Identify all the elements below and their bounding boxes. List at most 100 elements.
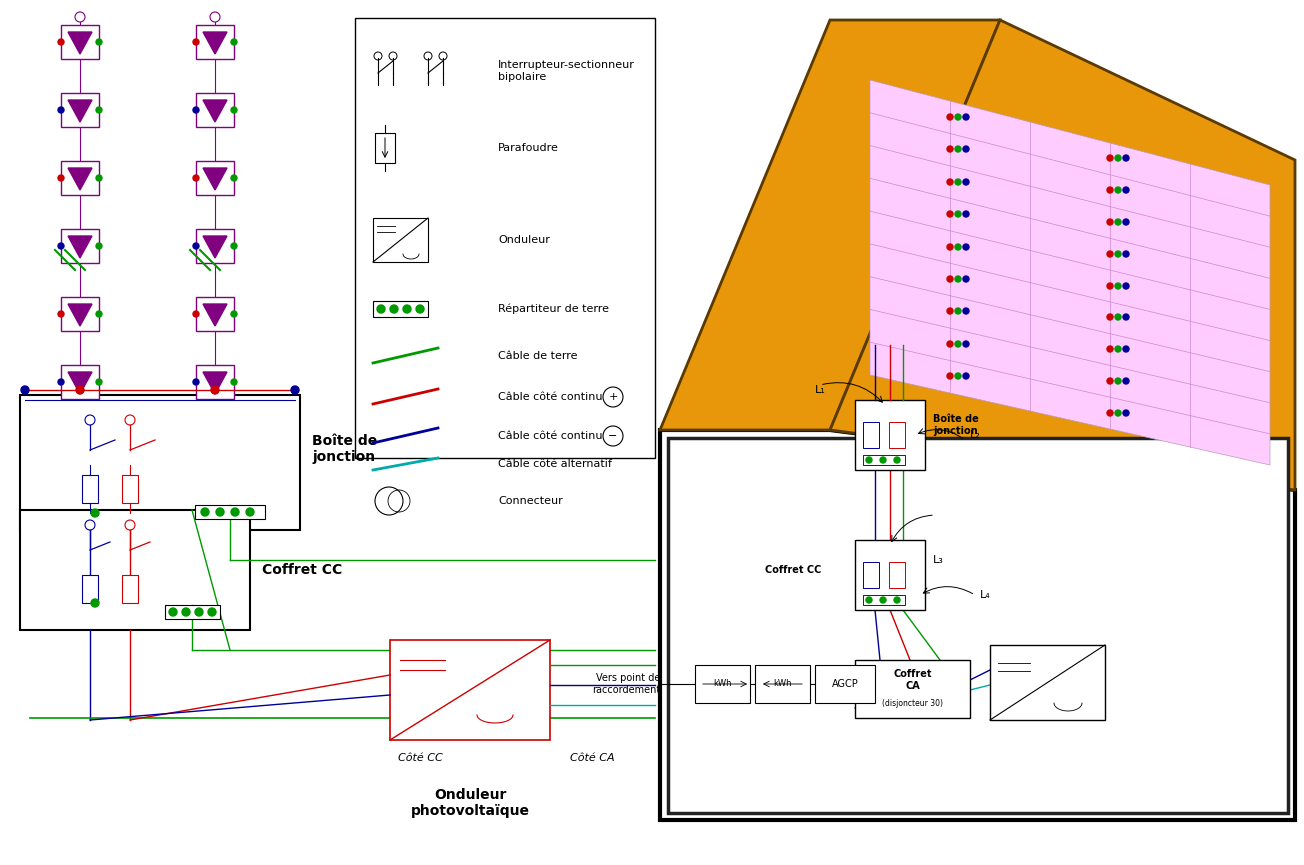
Bar <box>196 93 233 127</box>
Circle shape <box>955 276 961 282</box>
Circle shape <box>962 146 969 152</box>
Bar <box>82 575 98 603</box>
Circle shape <box>21 386 29 394</box>
Text: Coffret CC: Coffret CC <box>765 565 822 575</box>
Circle shape <box>1107 283 1114 289</box>
Polygon shape <box>203 372 227 394</box>
Bar <box>373 218 428 262</box>
Bar <box>855 400 925 470</box>
Circle shape <box>962 211 969 217</box>
Circle shape <box>231 379 237 385</box>
Bar <box>855 660 970 718</box>
Circle shape <box>947 341 953 347</box>
Bar <box>166 605 220 619</box>
Circle shape <box>211 386 219 394</box>
Circle shape <box>1123 410 1129 416</box>
Bar <box>863 562 879 588</box>
Circle shape <box>962 114 969 120</box>
Circle shape <box>955 341 961 347</box>
Circle shape <box>955 308 961 314</box>
Polygon shape <box>68 100 93 122</box>
Circle shape <box>1115 410 1121 416</box>
Circle shape <box>91 599 99 607</box>
Circle shape <box>193 379 200 385</box>
Circle shape <box>231 508 239 516</box>
Circle shape <box>231 311 237 317</box>
Circle shape <box>57 39 64 45</box>
Circle shape <box>403 305 411 313</box>
Circle shape <box>1115 378 1121 384</box>
Text: +: + <box>608 392 618 402</box>
Circle shape <box>390 305 398 313</box>
Circle shape <box>291 386 299 394</box>
Text: Répartiteur de terre: Répartiteur de terre <box>498 304 609 314</box>
Circle shape <box>962 276 969 282</box>
Circle shape <box>947 179 953 185</box>
Circle shape <box>962 373 969 379</box>
Text: Câble de terre: Câble de terre <box>498 351 578 361</box>
Polygon shape <box>660 20 1000 430</box>
Bar <box>695 665 750 703</box>
Bar <box>61 365 99 399</box>
Polygon shape <box>68 32 93 54</box>
Bar <box>61 229 99 263</box>
Bar <box>20 395 300 530</box>
Bar <box>373 301 428 317</box>
Circle shape <box>57 243 64 249</box>
Circle shape <box>1115 283 1121 289</box>
Circle shape <box>57 175 64 181</box>
Circle shape <box>947 244 953 250</box>
Text: −: − <box>608 431 618 441</box>
Text: kWh: kWh <box>773 680 793 689</box>
Circle shape <box>91 509 99 517</box>
Text: Coffret CC: Coffret CC <box>262 563 342 577</box>
Text: Interrupteur-sectionneur
bipolaire: Interrupteur-sectionneur bipolaire <box>498 61 635 82</box>
Text: Connecteur: Connecteur <box>498 496 563 506</box>
Text: L₃: L₃ <box>932 555 944 565</box>
Circle shape <box>1115 314 1121 320</box>
Circle shape <box>183 608 190 616</box>
Circle shape <box>895 597 900 603</box>
Text: Coffret
CA: Coffret CA <box>893 670 932 691</box>
Bar <box>355 18 655 458</box>
Circle shape <box>96 311 102 317</box>
Text: Onduleur: Onduleur <box>498 235 550 245</box>
Bar <box>990 645 1104 720</box>
Circle shape <box>231 175 237 181</box>
Bar <box>123 475 138 503</box>
Circle shape <box>231 243 237 249</box>
Text: Boîte de
jonction: Boîte de jonction <box>932 414 979 436</box>
Circle shape <box>955 373 961 379</box>
Circle shape <box>1123 378 1129 384</box>
Circle shape <box>246 508 254 516</box>
Circle shape <box>196 608 203 616</box>
Polygon shape <box>68 236 93 258</box>
Bar <box>82 475 98 503</box>
Circle shape <box>962 244 969 250</box>
Text: Câble côté alternatif: Câble côté alternatif <box>498 459 612 469</box>
Circle shape <box>880 597 885 603</box>
Circle shape <box>57 311 64 317</box>
Bar <box>668 438 1288 813</box>
Polygon shape <box>68 304 93 326</box>
Circle shape <box>1123 283 1129 289</box>
Circle shape <box>96 175 102 181</box>
Text: L₂: L₂ <box>970 430 981 440</box>
Circle shape <box>193 243 200 249</box>
Circle shape <box>955 211 961 217</box>
Circle shape <box>1123 346 1129 352</box>
Bar <box>196 161 233 195</box>
Bar <box>196 229 233 263</box>
Circle shape <box>962 179 969 185</box>
Circle shape <box>216 508 224 516</box>
Circle shape <box>193 175 200 181</box>
Circle shape <box>947 114 953 120</box>
Bar <box>863 595 905 605</box>
Circle shape <box>1123 314 1129 320</box>
Circle shape <box>1107 187 1114 193</box>
Circle shape <box>377 305 385 313</box>
Circle shape <box>1107 314 1114 320</box>
Bar <box>20 510 250 630</box>
Circle shape <box>96 39 102 45</box>
Polygon shape <box>660 430 1295 820</box>
